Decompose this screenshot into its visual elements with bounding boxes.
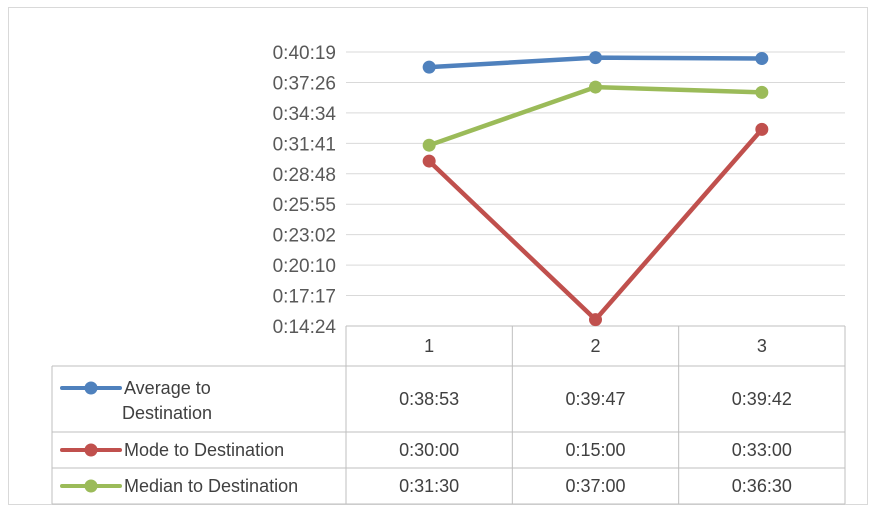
data-table-value: 0:39:42 bbox=[732, 389, 792, 409]
data-point bbox=[589, 51, 602, 65]
series-line bbox=[426, 127, 765, 322]
legend-key-marker bbox=[84, 381, 98, 395]
y-tick-label: 0:34:34 bbox=[273, 104, 337, 125]
data-table-value: 0:15:00 bbox=[565, 440, 625, 460]
series-name: Mode to Destination bbox=[124, 440, 284, 460]
data-point bbox=[422, 138, 436, 152]
y-tick-label: 0:14:24 bbox=[273, 317, 337, 338]
y-tick-label: 0:23:02 bbox=[273, 226, 336, 247]
series-name: Median to Destination bbox=[124, 476, 298, 496]
x-category-label: 1 bbox=[424, 336, 434, 356]
data-point bbox=[755, 122, 769, 136]
data-table-value: 0:37:00 bbox=[565, 476, 625, 496]
data-table-value: 0:38:53 bbox=[399, 389, 459, 409]
data-point bbox=[589, 80, 602, 94]
data-point bbox=[422, 60, 436, 74]
y-tick-label: 0:25:55 bbox=[273, 195, 336, 216]
y-tick-label: 0:37:26 bbox=[273, 73, 336, 94]
data-table-value: 0:31:30 bbox=[399, 476, 459, 496]
y-tick-label: 0:17:17 bbox=[273, 287, 336, 308]
x-category-label: 2 bbox=[590, 336, 600, 356]
series-name: Destination bbox=[122, 403, 212, 423]
y-tick-label: 0:20:10 bbox=[273, 256, 336, 277]
legend-key-marker bbox=[84, 479, 98, 493]
data-table-value: 0:33:00 bbox=[732, 440, 792, 460]
series-line bbox=[426, 84, 765, 148]
series-name: Average to bbox=[124, 378, 211, 398]
data-point bbox=[422, 154, 436, 168]
data-table-value: 0:39:47 bbox=[565, 389, 625, 409]
y-tick-label: 0:28:48 bbox=[273, 165, 336, 186]
y-tick-label: 0:31:41 bbox=[273, 134, 336, 155]
x-category-label: 3 bbox=[757, 336, 767, 356]
data-point bbox=[755, 85, 769, 99]
data-table-value: 0:36:30 bbox=[732, 476, 792, 496]
data-point bbox=[755, 52, 769, 66]
y-tick-label: 0:40:19 bbox=[273, 43, 336, 64]
data-table-value: 0:30:00 bbox=[399, 440, 459, 460]
data-point bbox=[589, 313, 602, 327]
legend-key-marker bbox=[84, 443, 98, 457]
